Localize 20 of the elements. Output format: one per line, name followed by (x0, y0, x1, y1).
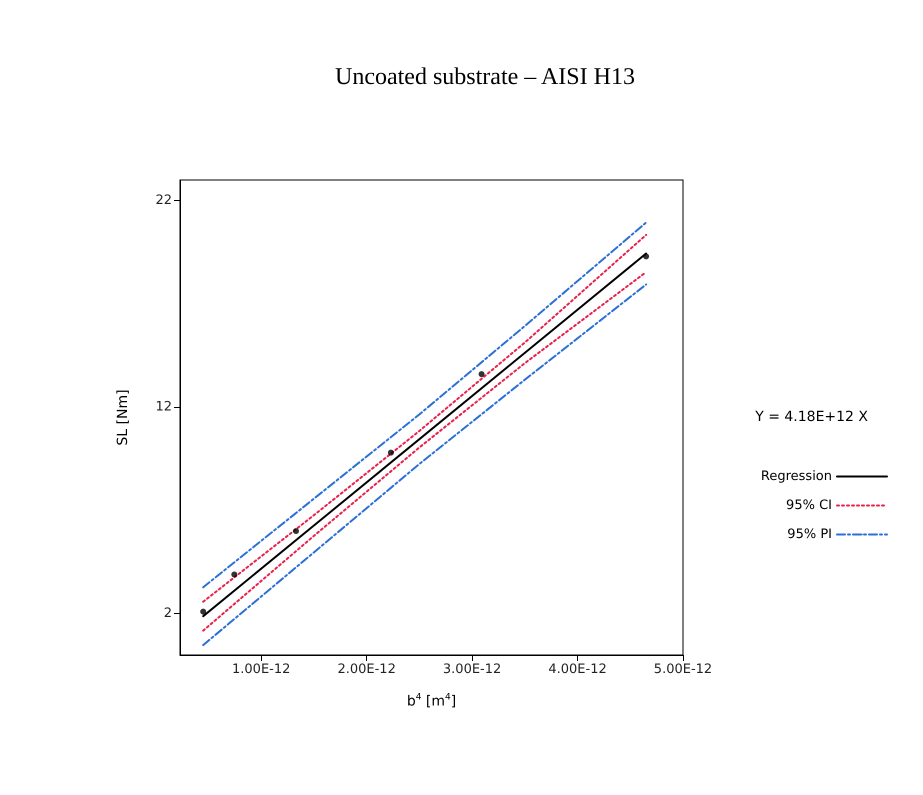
point (231, 571, 238, 578)
legend-label: 95% PI (787, 527, 832, 542)
x-tick-label: 3.00E-12 (442, 662, 502, 677)
x-tick-label: 2.00E-12 (337, 662, 396, 677)
y-tick-label: 2 (164, 606, 172, 622)
point (388, 450, 394, 456)
x-tick-label: 1.00E-12 (232, 662, 290, 677)
y-tick-label: 12 (155, 400, 172, 415)
chart-title: Uncoated substrate – AISI H13 (335, 64, 635, 90)
point (478, 371, 485, 378)
y-axis-title: SL [Nm] (115, 389, 131, 446)
legend-label: 95% CI (786, 498, 832, 513)
point (200, 608, 206, 615)
legend-label: Regression (760, 469, 832, 484)
x-tick-label: 5.00E-12 (654, 662, 712, 677)
y-tick-label: 22 (155, 193, 172, 208)
point (293, 528, 299, 534)
point (643, 253, 650, 260)
x-tick-label: 4.00E-12 (548, 662, 607, 677)
text: Y = 4.18E+12 X (754, 409, 868, 425)
